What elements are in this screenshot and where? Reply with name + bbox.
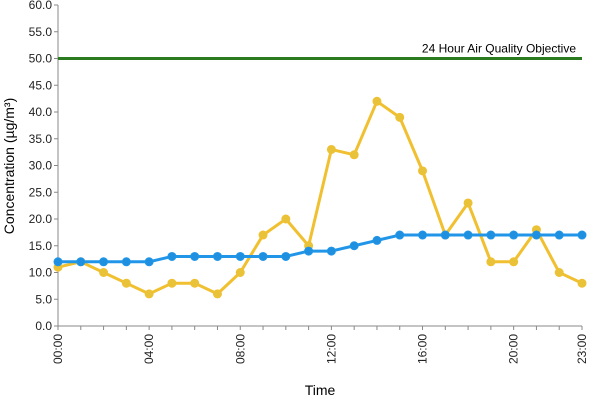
y-tick-label: 30.0 (29, 159, 53, 173)
y-tick-label: 50.0 (29, 52, 53, 66)
data-point (167, 251, 177, 261)
data-point (349, 150, 359, 160)
data-point (235, 268, 245, 277)
data-point (326, 144, 336, 154)
y-tick-label: 5.0 (35, 292, 52, 306)
series-2 (53, 230, 587, 267)
data-point (395, 230, 405, 240)
series-line (57, 99, 583, 296)
data-point (281, 251, 291, 261)
y-tick-label: 55.0 (29, 25, 53, 39)
y-axis-title: Concentration (µg/m³) (1, 98, 17, 234)
data-point (577, 230, 587, 240)
y-tick-label: 60.0 (29, 0, 53, 12)
data-point (304, 246, 314, 256)
data-point (418, 230, 428, 240)
data-point (486, 230, 496, 240)
y-tick-label: 15.0 (29, 239, 53, 253)
x-tick-label: 20:00 (507, 334, 521, 364)
y-tick-label: 25.0 (29, 185, 53, 199)
data-point (258, 251, 268, 261)
y-tick-label: 40.0 (29, 105, 53, 119)
data-point (486, 257, 496, 267)
x-tick-label: 00:00 (51, 334, 65, 364)
data-point (235, 251, 245, 261)
data-point (349, 241, 359, 251)
data-point (509, 257, 519, 267)
data-point (554, 268, 564, 277)
data-point (577, 278, 587, 288)
data-point (509, 230, 519, 240)
x-tick-label: 16:00 (416, 334, 430, 364)
reference-line-group: 24 Hour Air Quality Objective (58, 42, 582, 60)
data-point (463, 230, 473, 240)
data-point (190, 251, 200, 261)
data-point (372, 235, 382, 245)
data-point (144, 289, 154, 299)
x-axis-title: Time (305, 382, 336, 398)
air-quality-objective-label: 24 Hour Air Quality Objective (422, 42, 576, 56)
y-tick-label: 35.0 (29, 132, 53, 146)
y-tick-label: 20.0 (29, 212, 53, 226)
data-point (463, 198, 473, 208)
data-point (190, 278, 200, 288)
y-axis-ticks: 0.0 5.0 10.0 15.0 20.0 25.0 30.0 35.0 40.0 45.0 50… (29, 0, 58, 333)
y-tick-label: 0.0 (35, 319, 52, 333)
data-point (440, 230, 450, 240)
x-tick-label: 08:00 (233, 334, 247, 364)
data-point (121, 278, 131, 288)
data-point (99, 268, 109, 277)
data-point (258, 230, 268, 240)
data-point (121, 257, 131, 267)
x-axis-ticks: 00:00 04:00 08:00 12:00 16:00 20:00 23:00 (51, 326, 589, 364)
series-line (58, 233, 582, 264)
x-tick-label: 23:00 (575, 334, 589, 364)
data-point (554, 230, 564, 240)
data-point (212, 251, 222, 261)
series-group (53, 96, 587, 299)
data-point (99, 257, 109, 267)
data-point (281, 214, 291, 224)
data-point (372, 96, 382, 106)
data-point (212, 289, 222, 299)
data-point (531, 230, 541, 240)
series-1 (53, 96, 587, 299)
data-point (395, 112, 405, 122)
data-point (144, 257, 154, 267)
y-tick-label: 45.0 (29, 78, 53, 92)
x-tick-label: 12:00 (324, 334, 338, 364)
y-tick-label: 10.0 (29, 266, 53, 280)
data-point (326, 246, 336, 256)
data-point (53, 257, 63, 267)
data-point (418, 166, 428, 176)
x-tick-label: 04:00 (142, 334, 156, 364)
data-point (76, 257, 86, 267)
data-point (167, 278, 177, 288)
